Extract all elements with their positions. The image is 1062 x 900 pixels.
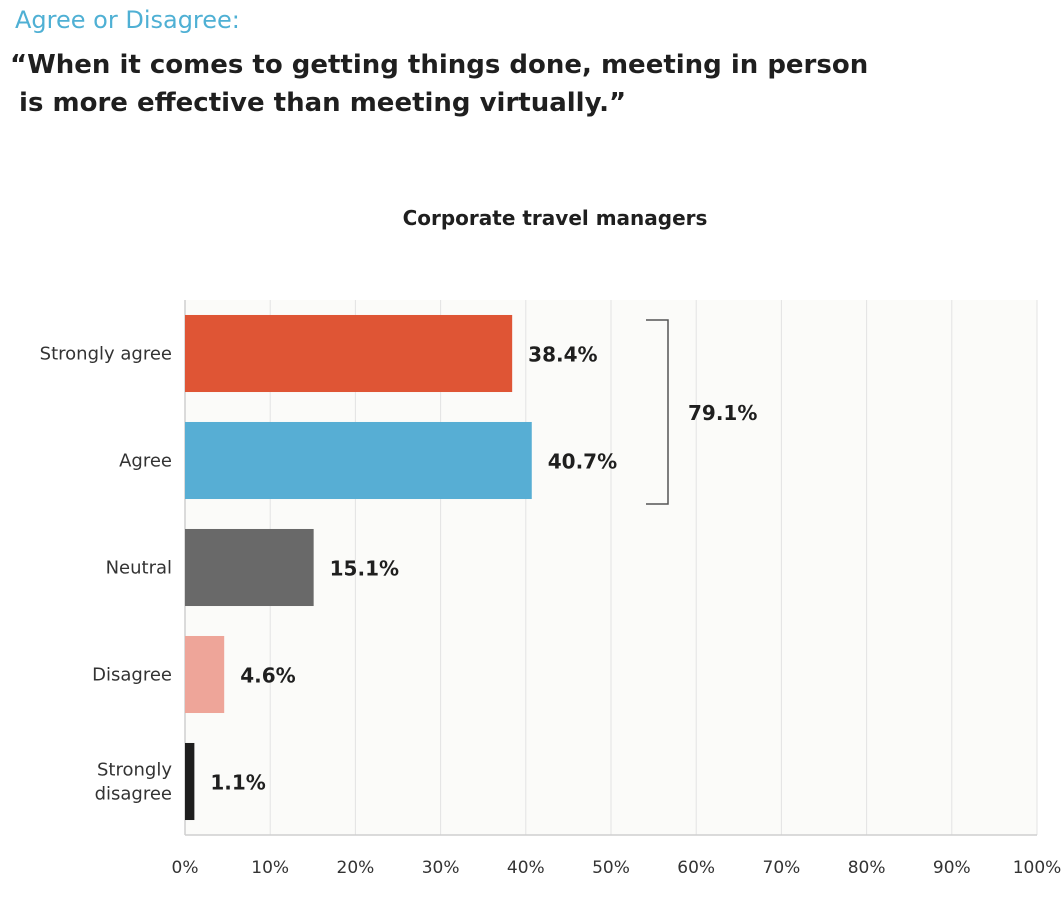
x-tick-label: 90% [933, 858, 971, 878]
bar [185, 314, 513, 393]
x-tick-label: 0% [172, 858, 199, 878]
x-tick-label: 50% [592, 858, 630, 878]
bar [185, 528, 314, 607]
x-tick-label: 30% [422, 858, 460, 878]
bar-chart: Corporate travel managers 0% 10% 20% 30% 40% 5… [40, 206, 1062, 878]
annotation-bracket [646, 319, 669, 505]
x-tick-label: 10% [251, 858, 289, 878]
value-label: 38.4% [528, 343, 597, 367]
x-tick-label: 60% [677, 858, 715, 878]
value-label: 15.1% [330, 557, 399, 581]
bar [185, 421, 532, 500]
category-label: disagree [95, 784, 172, 805]
header-kicker: Agree or Disagree: [15, 6, 240, 34]
bar [185, 635, 225, 714]
value-label: 4.6% [240, 664, 295, 688]
category-label: Neutral [106, 558, 172, 579]
x-tick-label: 20% [337, 858, 375, 878]
bar [185, 742, 195, 821]
x-tick-label: 100% [1013, 858, 1062, 878]
question-line-1: “When it comes to getting things done, m… [10, 50, 869, 80]
category-label: Agree [119, 451, 172, 472]
x-tick-label: 70% [763, 858, 801, 878]
survey-question: “When it comes to getting things done, m… [10, 46, 868, 122]
chart-title: Corporate travel managers [403, 206, 708, 230]
x-tick-label: 80% [848, 858, 886, 878]
value-label: 1.1% [210, 771, 265, 795]
x-tick-label: 40% [507, 858, 545, 878]
category-label: Disagree [92, 665, 172, 686]
question-line-2: is more effective than meeting virtually… [10, 88, 627, 118]
value-label: 40.7% [548, 450, 617, 474]
annotation-label: 79.1% [688, 401, 757, 425]
category-label: Strongly agree [40, 344, 172, 365]
category-label: Strongly [97, 760, 172, 781]
